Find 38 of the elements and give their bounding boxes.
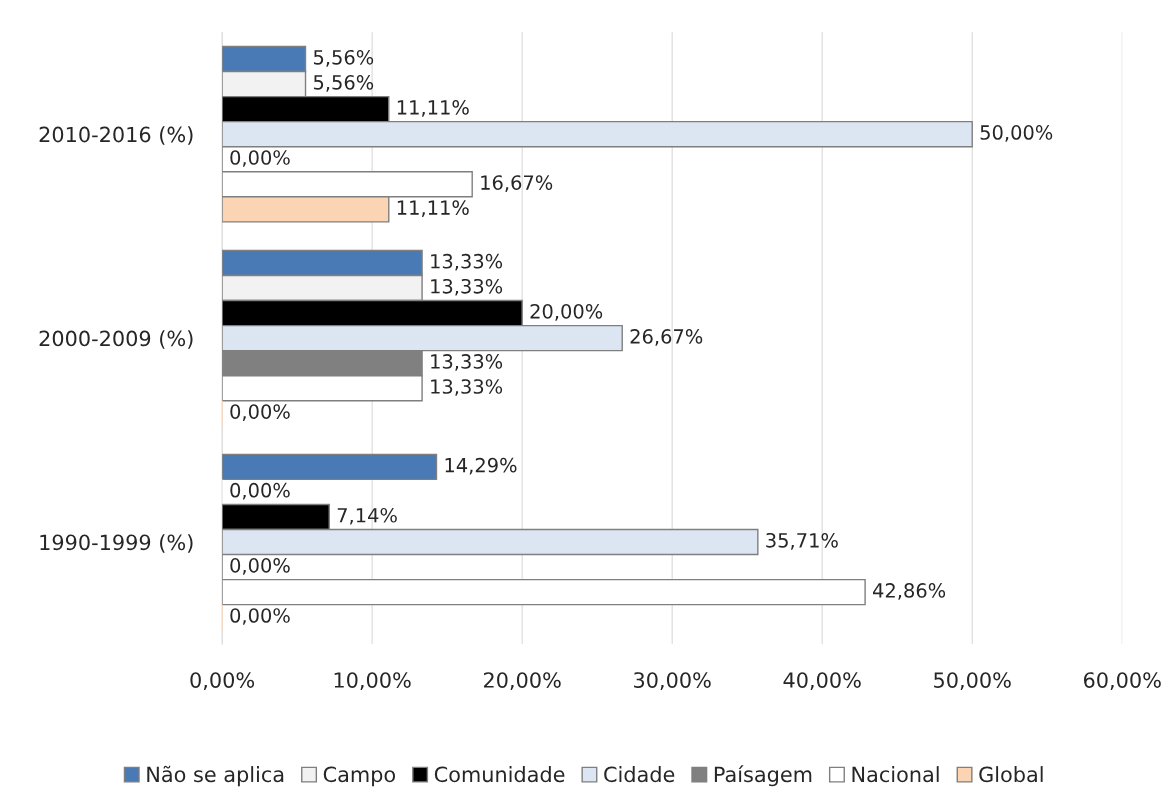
- data-label: 0,00%: [230, 558, 290, 575]
- legend-label: Global: [979, 766, 1043, 783]
- data-label: 0,00%: [230, 482, 290, 500]
- x-tick-label: 0,00%: [190, 672, 255, 691]
- data-label: 42,86%: [873, 583, 946, 600]
- legend-label: Não se aplica: [147, 765, 284, 787]
- data-label: 13,33%: [431, 253, 503, 271]
- data-label: 50,00%: [980, 125, 1053, 142]
- data-label: 35,71%: [766, 532, 838, 550]
- legend-label: Campo: [323, 766, 396, 787]
- x-tick-label: 10,00%: [334, 672, 411, 691]
- data-label: 11,11%: [397, 100, 469, 117]
- data-label: 16,67%: [481, 175, 553, 192]
- data-label: 0,00%: [230, 404, 290, 421]
- data-label: 0,00%: [230, 150, 290, 167]
- x-tick-label: 40,00%: [783, 672, 861, 691]
- data-label: 7,14%: [337, 507, 397, 525]
- x-tick-label: 60,00%: [1083, 672, 1161, 691]
- data-label: 14,29%: [445, 457, 517, 475]
- data-label: 26,67%: [630, 329, 703, 346]
- legend-label: Comunidade: [434, 766, 565, 783]
- data-label: 13,33%: [431, 278, 503, 296]
- legend-label: Paísagem: [714, 765, 812, 787]
- y-tick-label: 2010-2016 (%): [39, 126, 193, 145]
- x-tick-label: 50,00%: [934, 672, 1011, 691]
- data-label: 13,33%: [431, 379, 503, 396]
- data-label: 5,56%: [313, 74, 374, 92]
- legend-label: Nacional: [852, 766, 939, 783]
- x-tick-label: 30,00%: [634, 672, 711, 691]
- y-tick-label: 2000-2009 (%): [39, 330, 193, 349]
- data-label: 11,11%: [397, 200, 469, 217]
- x-tick-label: 20,00%: [483, 672, 561, 691]
- legend-label: Cidade: [604, 766, 675, 783]
- data-label: 5,56%: [313, 49, 374, 67]
- y-tick-label: 1990-1999 (%): [40, 534, 193, 553]
- data-label: 20,00%: [530, 303, 603, 321]
- data-label: 13,33%: [431, 354, 503, 371]
- data-label: 0,00%: [230, 608, 290, 625]
